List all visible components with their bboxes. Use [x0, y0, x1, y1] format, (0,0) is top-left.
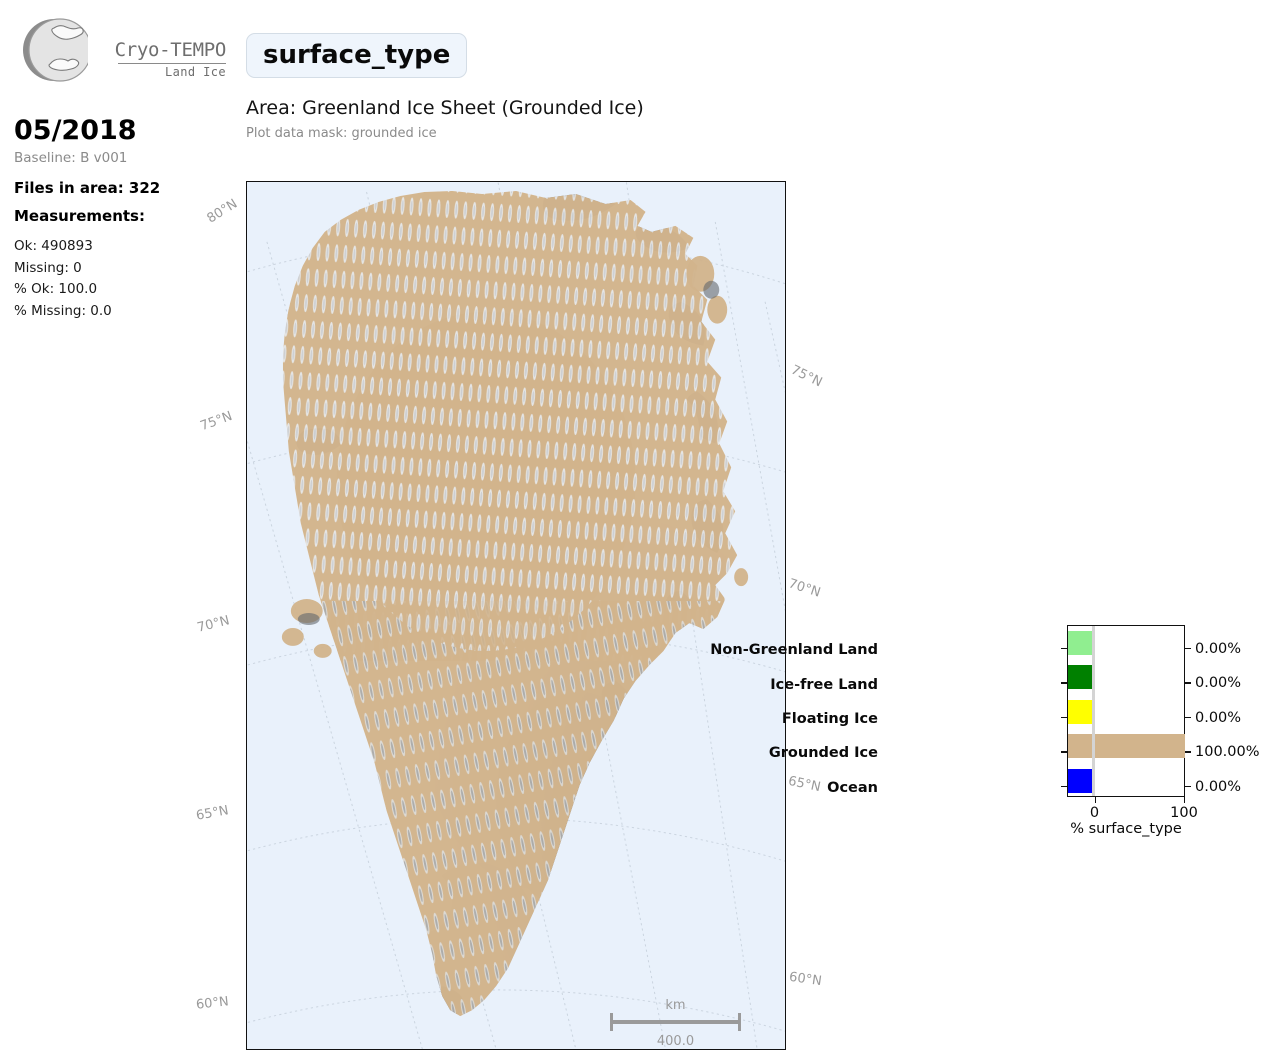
scalebar-cap-right [738, 1013, 741, 1031]
area-title: Area: Greenland Ice Sheet (Grounded Ice) [246, 97, 644, 119]
globe-icon [23, 18, 88, 82]
chart-ytick-right [1185, 716, 1191, 719]
measurements-heading: Measurements: [14, 207, 145, 225]
lat-label-right: 70°N [786, 576, 823, 601]
map-scalebar: km 400.0 [608, 999, 743, 1051]
chart-bar-row [1068, 764, 1184, 798]
logo-text-block: Cryo-TEMPO Land Ice [96, 39, 227, 79]
stat-line: % Missing: 0.0 [14, 302, 112, 319]
chart-category-label: Non-Greenland Land [710, 642, 878, 659]
chart-ytick [1061, 682, 1067, 684]
surface-type-bar-chart: Non-Greenland Land Ice-free Land Floatin… [710, 610, 1272, 860]
chart-bar-row [1068, 660, 1184, 694]
chart-bar-row [1068, 729, 1185, 763]
chart-value-label: 0.00% [1195, 709, 1242, 726]
scalebar-value-label: 400.0 [656, 1034, 695, 1049]
chart-xtick-label: 100 [1170, 805, 1198, 821]
measurements-stats-list: Ok: 490893 Missing: 0 % Ok: 100.0 % Miss… [14, 236, 112, 322]
date-label: 05/2018 [14, 115, 137, 146]
cryo-tempo-logo: Cryo-TEMPO Land Ice [14, 14, 226, 86]
lat-label-right: 65°N [786, 773, 822, 796]
logo-subtitle: Land Ice [165, 65, 226, 79]
chart-value-label: 0.00% [1195, 675, 1242, 692]
chart-bar-row [1068, 695, 1184, 729]
variable-title-badge: surface_type [246, 33, 468, 78]
chart-plot-box [1067, 625, 1185, 797]
chart-ytick [1061, 648, 1067, 650]
lat-label-left: 60°N [195, 994, 230, 1013]
chart-value-label: 0.00% [1195, 641, 1242, 657]
chart-ytick-right [1185, 785, 1191, 787]
chart-x-axis-label: % surface_type [1070, 821, 1182, 837]
plot-data-mask-subtitle: Plot data mask: grounded ice [246, 126, 437, 141]
chart-color-swatch [1068, 631, 1092, 655]
chart-category-label: Floating Ice [781, 711, 878, 727]
chart-value-label: 100.00% [1195, 744, 1260, 761]
greenland-map [247, 182, 785, 1049]
chart-color-swatch [1068, 699, 1092, 724]
chart-ytick [1061, 751, 1067, 753]
stat-line: Missing: 0 [14, 259, 82, 276]
chart-value-label: 0.00% [1195, 778, 1242, 795]
chart-bar [1095, 734, 1185, 759]
chart-zero-line [1091, 626, 1095, 796]
chart-ytick [1061, 716, 1067, 719]
scalebar-unit-label: km [665, 998, 686, 1013]
chart-category-label: Grounded Ice [768, 745, 878, 762]
lat-label-right: 75°N [788, 362, 825, 391]
stat-line: % Ok: 100.0 [14, 281, 98, 297]
chart-color-swatch [1068, 768, 1092, 793]
logo-divider [118, 63, 226, 64]
chart-category-label: Ice-free Land [770, 676, 878, 693]
chart-category-label: Ocean [827, 779, 878, 796]
lat-label-right: 60°N [788, 969, 823, 990]
chart-xtick [1184, 797, 1186, 803]
chart-bar-row [1068, 626, 1184, 660]
stat-line: Ok: 490893 [14, 238, 93, 254]
chart-color-swatch [1068, 665, 1092, 690]
baseline-label: Baseline: B v001 [14, 150, 128, 166]
chart-xtick-label: 0 [1089, 805, 1100, 821]
chart-xtick [1094, 797, 1096, 803]
files-in-area-label: Files in area: 322 [14, 179, 161, 197]
chart-ytick-right [1185, 751, 1191, 753]
chart-ytick-right [1185, 682, 1191, 684]
map-plot-area [246, 181, 786, 1050]
chart-color-swatch [1068, 734, 1092, 759]
sidebar: Cryo-TEMPO Land Ice 05/2018 Baseline: B … [0, 0, 240, 1060]
scalebar-line [610, 1020, 741, 1024]
chart-ytick [1061, 785, 1067, 787]
logo-title: Cryo-TEMPO [114, 39, 227, 61]
chart-ytick-right [1185, 648, 1191, 650]
